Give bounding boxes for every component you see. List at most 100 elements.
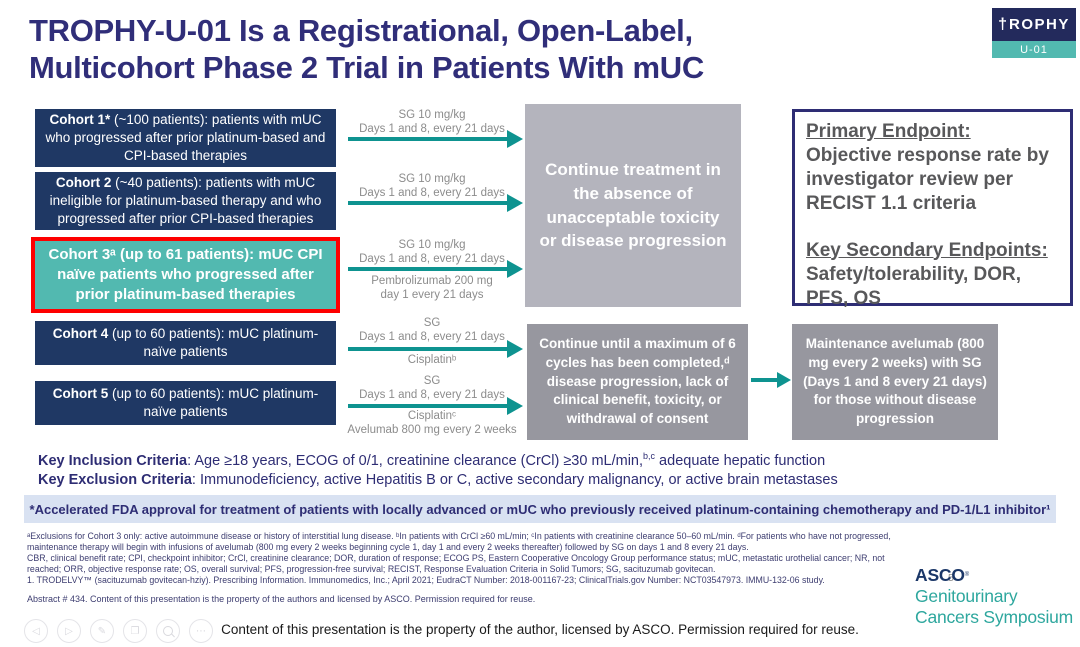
regimen-3-line3: Pembrolizumab 200 mg — [371, 275, 493, 287]
regimen-4-line2: Days 1 and 8, every 21 days — [359, 330, 505, 343]
regimen-1-line1: SG 10 mg/kg — [398, 109, 466, 121]
regimen-5-label: SG Days 1 and 8, every 21 days — [337, 375, 527, 402]
regimen-5-below-label: Cisplatinᶜ Avelumab 800 mg every 2 weeks — [337, 410, 527, 437]
exclusion-criteria-label: Key Exclusion Criteria — [38, 472, 192, 489]
secondary-endpoints-body: Safety/tolerability, DOR, PFS, OS — [806, 263, 1022, 309]
regimen-4-below-label: Cisplatinᵇ — [337, 354, 527, 368]
primary-endpoint-heading: Primary Endpoint: — [806, 121, 971, 142]
regimen-5-line4: Avelumab 800 mg every 2 weeks — [347, 423, 517, 436]
asco-genitourinary-text: Genitourinary — [915, 586, 1018, 606]
asco-logo-line2: Cancers Symposium — [915, 607, 1074, 627]
slide-title-line2: Multicohort Phase 2 Trial in Patients Wi… — [29, 50, 704, 85]
magnifier-icon — [163, 626, 173, 636]
footer-notice: Content of this presentation is the prop… — [221, 622, 859, 637]
cohort-2-box: Cohort 2 (~40 patients): patients with m… — [35, 172, 336, 230]
footnote-exclusions: ᵃExclusions for Cohort 3 only: active au… — [27, 531, 891, 552]
cohort-1-box: Cohort 1* (~100 patients): patients with… — [35, 109, 336, 167]
continue-cycles-box: Continue until a maximum of 6 cycles has… — [527, 324, 748, 440]
cohort-5-label: Cohort 5 — [52, 386, 109, 402]
asco-registered-mark: ® — [964, 572, 969, 578]
criteria-section: Key Inclusion Criteria: Age ≥18 years, E… — [38, 447, 1038, 491]
pencil-icon: ✎ — [97, 625, 107, 637]
ellipsis-icon: ⋯ — [196, 625, 206, 637]
play-button[interactable]: ▷ — [57, 619, 81, 643]
continue-cycles-text: Continue until a maximum of 6 cycles has… — [539, 336, 736, 426]
trophy-logo-wordmark: † ROPHY — [992, 8, 1076, 41]
fda-approval-banner: *Accelerated FDA approval for treatment … — [24, 495, 1056, 523]
page-number: 5 — [948, 572, 954, 584]
flow-arrow-cohort5 — [348, 397, 523, 415]
regimen-3-line4: day 1 every 21 days — [380, 288, 484, 301]
viewer-toolbar: ◁ ▷ ✎ ❐ ⋯ — [24, 619, 213, 643]
regimen-5-line3: Cisplatinᶜ — [407, 410, 457, 422]
regimen-3-label: SG 10 mg/kg Days 1 and 8, every 21 days — [337, 239, 527, 266]
trophy-logo-sub: U-01 — [992, 41, 1076, 58]
inclusion-criteria-text-end: adequate hepatic function — [655, 452, 826, 469]
secondary-endpoints-heading: Key Secondary Endpoints: — [806, 239, 1048, 261]
cohort-4-label: Cohort 4 — [52, 326, 109, 342]
zoom-button[interactable] — [156, 619, 180, 643]
maintenance-text: Maintenance avelumab (800 mg every 2 wee… — [803, 336, 987, 426]
regimen-5-line2: Days 1 and 8, every 21 days — [359, 388, 505, 401]
inclusion-criteria-text: : Age ≥18 years, ECOG of 0/1, creatinine… — [187, 452, 644, 469]
cohort-5-box: Cohort 5 (up to 60 patients): mUC platin… — [35, 381, 336, 425]
exclusion-criteria-text: : Immunodeficiency, active Hepatitis B o… — [191, 472, 838, 489]
regimen-4-line3: Cisplatinᵇ — [407, 354, 457, 366]
slides-overview-button[interactable]: ❐ — [123, 619, 147, 643]
asco-gu-logo: ASCO® Genitourinary Cancers Symposium — [915, 565, 1075, 628]
regimen-3-line1: SG 10 mg/kg — [398, 239, 466, 251]
asco-logo-line1: ASCO® Genitourinary — [915, 565, 1075, 607]
regimen-4-label: SG Days 1 and 8, every 21 days — [337, 317, 527, 344]
regimen-2-label: SG 10 mg/kg Days 1 and 8, every 21 days — [337, 173, 527, 200]
regimen-1-line2: Days 1 and 8, every 21 days — [359, 122, 505, 135]
fda-approval-text: *Accelerated FDA approval for treatment … — [29, 501, 1051, 517]
flow-arrow-cohort2 — [348, 194, 523, 212]
continue-treatment-box: Continue treatment in the absence of una… — [525, 104, 741, 307]
footnotes: ᵃExclusions for Cohort 3 only: active au… — [27, 531, 893, 586]
cohort-4-box: Cohort 4 (up to 60 patients): mUC platin… — [35, 321, 336, 365]
inclusion-criteria-label: Key Inclusion Criteria — [38, 452, 188, 469]
regimen-2-line2: Days 1 and 8, every 21 days — [359, 186, 505, 199]
cohort-2-label: Cohort 2 — [55, 175, 112, 191]
primary-endpoint-body: Objective response rate by investigator … — [806, 145, 1049, 215]
endpoint-spacer — [806, 217, 1059, 239]
regimen-4-line1: SG — [423, 317, 441, 329]
slides-icon: ❐ — [130, 625, 140, 637]
inclusion-criteria-footmark: b,c — [643, 451, 656, 461]
slide-title: TROPHY-U-01 Is a Registrational, Open-La… — [29, 12, 829, 86]
flow-arrow-cohort1 — [348, 130, 523, 148]
maintenance-box: Maintenance avelumab (800 mg every 2 wee… — [792, 324, 998, 440]
inclusion-criteria: Key Inclusion Criteria: Age ≥18 years, E… — [38, 447, 1038, 471]
footnote-abbreviations: CBR, clinical benefit rate; CPI, checkpo… — [27, 553, 885, 574]
cohort-1-label: Cohort 1* — [49, 112, 111, 128]
endpoints-box: Primary Endpoint: Objective response rat… — [792, 109, 1073, 309]
cohort-2-desc: (~40 patients): patients with mUC inelig… — [49, 175, 322, 226]
cohort-4-desc: (up to 60 patients): mUC platinum-naïve … — [108, 326, 319, 359]
footnote-reference: 1. TRODELVY™ (sacituzumab govitecan-hziy… — [27, 575, 825, 585]
cohort-3-box-highlighted: Cohort 3ᵃ (up to 61 patients): mUC CPI n… — [31, 237, 340, 313]
previous-slide-button[interactable]: ◁ — [24, 619, 48, 643]
slide-title-line1: TROPHY-U-01 Is a Registrational, Open-La… — [29, 13, 693, 48]
flow-arrow-cohort3 — [348, 260, 523, 278]
abstract-note: Abstract # 434. Content of this presenta… — [27, 594, 536, 604]
trophy-cross-icon: † — [998, 15, 1009, 33]
cohort-3-desc: Cohort 3ᵃ (up to 61 patients): mUC CPI n… — [48, 245, 323, 304]
cohort-1-desc: (~100 patients): patients with mUC who p… — [45, 112, 326, 163]
continue-treatment-text: Continue treatment in the absence of una… — [539, 159, 727, 251]
previous-icon: ◁ — [32, 625, 40, 637]
regimen-3-line2: Days 1 and 8, every 21 days — [359, 252, 505, 265]
cohort-5-desc: (up to 60 patients): mUC platinum-naïve … — [108, 386, 319, 419]
trophy-logo-text: ROPHY — [1009, 16, 1070, 33]
asco-wordmark: ASCO — [915, 565, 965, 585]
flow-arrow-cohort4 — [348, 340, 523, 358]
play-icon: ▷ — [65, 625, 73, 637]
flow-arrow-maintenance — [751, 372, 791, 388]
annotate-button[interactable]: ✎ — [90, 619, 114, 643]
regimen-5-line1: SG — [423, 375, 441, 387]
trophy-u01-logo: † ROPHY U-01 — [992, 8, 1076, 58]
regimen-3-below-label: Pembrolizumab 200 mg day 1 every 21 days — [337, 275, 527, 302]
exclusion-criteria: Key Exclusion Criteria: Immunodeficiency… — [38, 471, 1038, 491]
regimen-1-label: SG 10 mg/kg Days 1 and 8, every 21 days — [337, 109, 527, 136]
regimen-2-line1: SG 10 mg/kg — [398, 173, 466, 185]
more-options-button[interactable]: ⋯ — [189, 619, 213, 643]
